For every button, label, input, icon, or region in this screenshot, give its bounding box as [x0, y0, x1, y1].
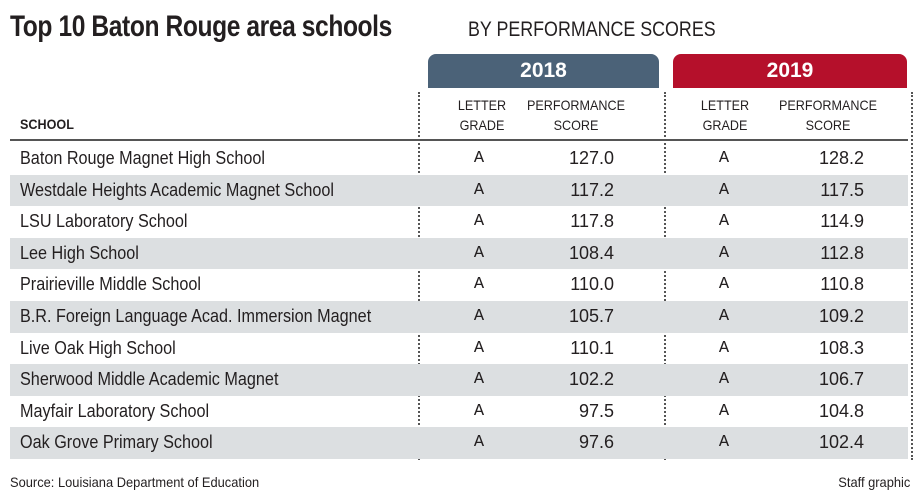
score-2019: 112.8: [820, 242, 864, 263]
grade-2018: A: [473, 401, 485, 421]
score-2018: 117.2: [570, 179, 614, 200]
school-name: Westdale Heights Academic Magnet School: [20, 179, 334, 200]
header-line: PERFORMANCE: [778, 97, 878, 113]
grade-2018: A: [473, 433, 485, 453]
table-row: Baton Rouge Magnet High School A 127.0 A…: [10, 143, 908, 175]
header-line: SCORE: [553, 117, 599, 133]
title-row: Top 10 Baton Rouge area schools: [10, 10, 476, 44]
header-line: SCORE: [805, 117, 851, 133]
grade-2018: A: [473, 370, 485, 390]
score-2019: 102.4: [818, 432, 864, 453]
school-name: Mayfair Laboratory School: [20, 400, 210, 421]
score-2018: 117.8: [570, 211, 614, 232]
grade-2018: A: [473, 275, 485, 295]
score-2019: 114.9: [820, 211, 864, 232]
grade-2019: A: [718, 401, 730, 421]
header-line: GRADE: [702, 117, 748, 133]
grade-2019: A: [718, 338, 730, 358]
grade-2019: A: [718, 180, 730, 200]
score-2018: 102.2: [568, 369, 614, 390]
year-header-2018: 2018: [428, 54, 659, 88]
score-2018: 110.1: [570, 337, 614, 358]
grade-2018: A: [473, 212, 485, 232]
divider-dotted-right: [911, 92, 913, 460]
score-2018: 108.4: [568, 242, 614, 263]
divider-dotted-middle: [664, 92, 666, 460]
header-line: PERFORMANCE: [526, 97, 626, 113]
header-line: LETTER: [700, 97, 750, 113]
grade-2019: A: [718, 275, 730, 295]
grade-2019: A: [718, 243, 730, 263]
score-2018: 127.0: [568, 148, 614, 168]
column-header-score-2018: PERFORMANCE SCORE: [526, 95, 627, 135]
header-rule: [10, 139, 908, 141]
grade-2018: A: [473, 338, 485, 358]
school-name: Lee High School: [20, 242, 139, 263]
score-2018: 110.0: [570, 274, 614, 295]
header-line: GRADE: [459, 117, 505, 133]
column-header-score-2019: PERFORMANCE SCORE: [778, 95, 879, 135]
grade-2019: A: [718, 149, 730, 168]
table-row: Oak Grove Primary School A 97.6 A 102.4: [10, 427, 908, 459]
score-2018: 105.7: [568, 305, 614, 326]
score-2019: 117.5: [820, 179, 864, 200]
column-header-letter-grade-2019: LETTER GRADE: [698, 95, 752, 135]
column-header-school: SCHOOL: [20, 116, 74, 132]
school-name: Sherwood Middle Academic Magnet: [20, 369, 279, 390]
score-2019: 109.2: [818, 305, 864, 326]
school-name: Prairieville Middle School: [20, 274, 201, 295]
grade-2018: A: [473, 149, 485, 168]
score-2019: 128.2: [818, 148, 864, 168]
score-2019: 106.7: [818, 369, 864, 390]
table-row: Live Oak High School A 110.1 A 108.3: [10, 333, 908, 365]
year-header-2019: 2019: [673, 54, 907, 88]
score-2018: 97.5: [578, 400, 614, 421]
divider-dotted-left: [418, 92, 420, 460]
chart-subtitle: BY PERFORMANCE SCORES: [468, 18, 716, 41]
column-header-letter-grade-2018: LETTER GRADE: [455, 95, 509, 135]
school-name: Oak Grove Primary School: [20, 432, 213, 453]
grade-2019: A: [718, 370, 730, 390]
grade-2018: A: [473, 306, 485, 326]
school-name: B.R. Foreign Language Acad. Immersion Ma…: [20, 305, 372, 326]
grade-2018: A: [473, 180, 485, 200]
score-2019: 110.8: [820, 274, 864, 295]
score-2019: 108.3: [818, 337, 864, 358]
grade-2019: A: [718, 212, 730, 232]
table-row: Prairieville Middle School A 110.0 A 110…: [10, 269, 908, 301]
credit-note: Staff graphic: [837, 474, 910, 490]
school-name: LSU Laboratory School: [20, 211, 188, 232]
score-2019: 104.8: [818, 400, 864, 421]
grade-2019: A: [718, 306, 730, 326]
table-body: Baton Rouge Magnet High School A 127.0 A…: [10, 143, 908, 459]
table-row: Mayfair Laboratory School A 97.5 A 104.8: [10, 396, 908, 428]
chart-title: Top 10 Baton Rouge area schools: [10, 10, 392, 43]
table-row: Sherwood Middle Academic Magnet A 102.2 …: [10, 364, 908, 396]
table-row: B.R. Foreign Language Acad. Immersion Ma…: [10, 300, 908, 333]
table-row: Westdale Heights Academic Magnet School …: [10, 174, 908, 207]
school-name: Live Oak High School: [20, 337, 176, 358]
grade-2019: A: [718, 433, 730, 453]
table-row: Lee High School A 108.4 A 112.8: [10, 237, 908, 270]
header-line: LETTER: [457, 97, 507, 113]
school-name: Baton Rouge Magnet High School: [20, 148, 265, 168]
score-2018: 97.6: [578, 432, 614, 453]
source-note: Source: Louisiana Department of Educatio…: [10, 474, 260, 490]
table-row: LSU Laboratory School A 117.8 A 114.9: [10, 206, 908, 238]
grade-2018: A: [473, 243, 485, 263]
